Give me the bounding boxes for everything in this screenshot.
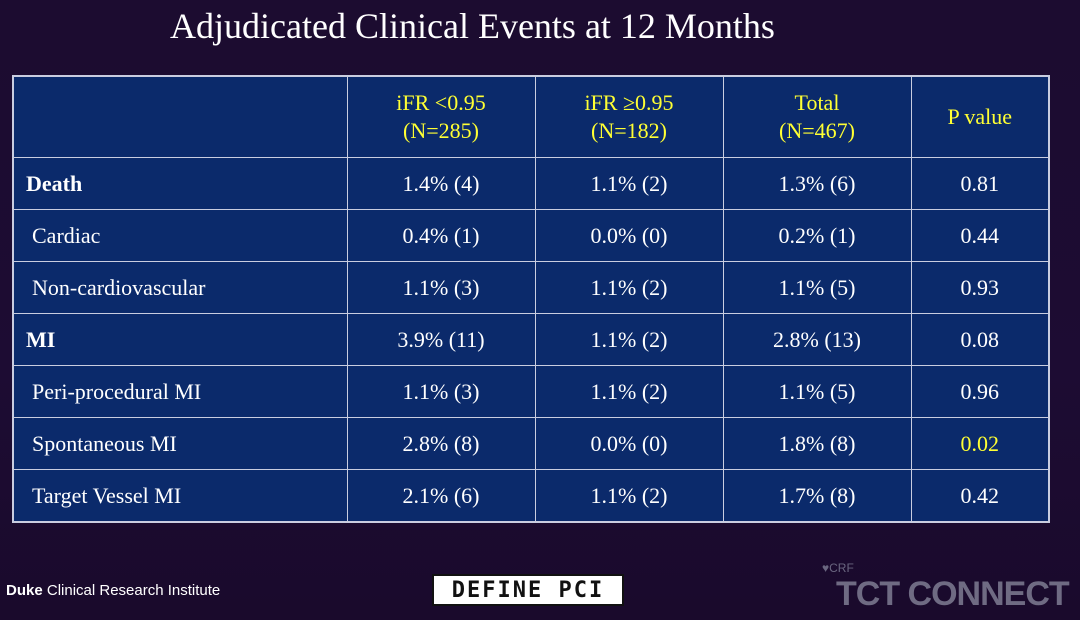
cell-ifr-low: 2.1% (6) xyxy=(346,469,536,523)
tct-connect-logo: TCT CONNECT xyxy=(836,575,1070,613)
cell-ifr-high: 1.1% (2) xyxy=(534,261,724,314)
header-total: Total (N=467) xyxy=(722,75,912,158)
crf-logo: ♥CRF xyxy=(822,561,854,575)
cell-p-value: 0.93 xyxy=(910,261,1050,314)
table-row: Cardiac 0.4% (1) 0.0% (0) 0.2% (1) 0.44 xyxy=(12,209,1050,262)
cell-ifr-high: 1.1% (2) xyxy=(534,313,724,366)
heart-icon: ♥ xyxy=(822,561,830,575)
header-ifr-low: iFR <0.95 (N=285) xyxy=(346,75,536,158)
header-p-value: P value xyxy=(910,75,1050,158)
cell-ifr-high: 1.1% (2) xyxy=(534,469,724,523)
table-row: Peri-procedural MI 1.1% (3) 1.1% (2) 1.1… xyxy=(12,365,1050,418)
cell-ifr-high: 1.1% (2) xyxy=(534,157,724,210)
table-row: Non-cardiovascular 1.1% (3) 1.1% (2) 1.1… xyxy=(12,261,1050,314)
cell-ifr-low: 1.1% (3) xyxy=(346,365,536,418)
clinical-events-table: iFR <0.95 (N=285) iFR ≥0.95 (N=182) Tota… xyxy=(12,75,1050,523)
header-empty xyxy=(12,75,348,158)
slide-title: Adjudicated Clinical Events at 12 Months xyxy=(170,6,775,46)
table-row: Death 1.4% (4) 1.1% (2) 1.3% (6) 0.81 xyxy=(12,157,1050,210)
row-label: Target Vessel MI xyxy=(12,469,348,523)
row-label: Death xyxy=(12,157,348,210)
cell-ifr-low: 2.8% (8) xyxy=(346,417,536,470)
cell-ifr-low: 0.4% (1) xyxy=(346,209,536,262)
cell-p-value: 0.42 xyxy=(910,469,1050,523)
table-row: Spontaneous MI 2.8% (8) 0.0% (0) 1.8% (8… xyxy=(12,417,1050,470)
row-label: Spontaneous MI xyxy=(12,417,348,470)
duke-institute-logo: Duke Clinical Research Institute xyxy=(6,582,221,599)
table-row: MI 3.9% (11) 1.1% (2) 2.8% (13) 0.08 xyxy=(12,313,1050,366)
cell-p-value: 0.81 xyxy=(910,157,1050,210)
row-label: Non-cardiovascular xyxy=(12,261,348,314)
cell-ifr-high: 1.1% (2) xyxy=(534,365,724,418)
cell-total: 1.7% (8) xyxy=(722,469,912,523)
cell-ifr-low: 3.9% (11) xyxy=(346,313,536,366)
table-header-row: iFR <0.95 (N=285) iFR ≥0.95 (N=182) Tota… xyxy=(12,75,1050,158)
table-row: Target Vessel MI 2.1% (6) 1.1% (2) 1.7% … xyxy=(12,469,1050,523)
cell-ifr-low: 1.1% (3) xyxy=(346,261,536,314)
cell-p-value: 0.44 xyxy=(910,209,1050,262)
cell-total: 1.1% (5) xyxy=(722,261,912,314)
cell-p-value-significant: 0.02 xyxy=(910,417,1050,470)
define-pci-logo: DEFINE PCI xyxy=(432,574,624,606)
cell-ifr-low: 1.4% (4) xyxy=(346,157,536,210)
row-label: Cardiac xyxy=(12,209,348,262)
cell-total: 0.2% (1) xyxy=(722,209,912,262)
cell-ifr-high: 0.0% (0) xyxy=(534,417,724,470)
cell-p-value: 0.96 xyxy=(910,365,1050,418)
cell-total: 1.1% (5) xyxy=(722,365,912,418)
cell-total: 1.3% (6) xyxy=(722,157,912,210)
header-ifr-high: iFR ≥0.95 (N=182) xyxy=(534,75,724,158)
cell-p-value: 0.08 xyxy=(910,313,1050,366)
cell-total: 1.8% (8) xyxy=(722,417,912,470)
row-label: Peri-procedural MI xyxy=(12,365,348,418)
cell-ifr-high: 0.0% (0) xyxy=(534,209,724,262)
cell-total: 2.8% (13) xyxy=(722,313,912,366)
row-label: MI xyxy=(12,313,348,366)
